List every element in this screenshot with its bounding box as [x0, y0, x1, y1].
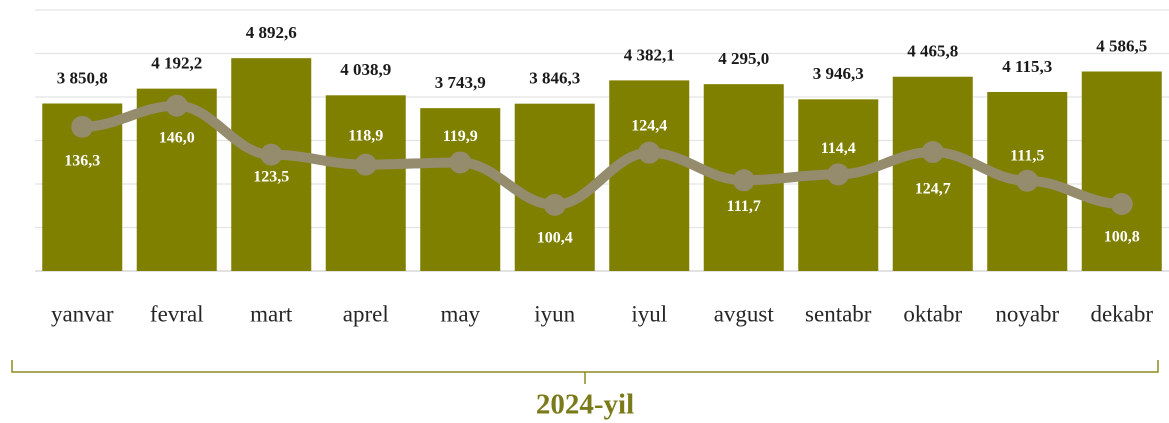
line-marker — [827, 163, 850, 186]
line-marker — [1016, 169, 1039, 192]
bar — [892, 76, 973, 271]
bar — [325, 95, 406, 271]
bar-value-label: 4 192,2 — [151, 54, 202, 73]
line-value-label: 100,8 — [1104, 229, 1140, 246]
line-marker — [354, 153, 377, 176]
line-value-label: 111,5 — [1010, 147, 1044, 164]
line-marker — [921, 141, 944, 164]
x-tick-label: avgust — [714, 301, 775, 326]
labels: yanvar fevral mart aprel may iyun iyul avgust se… — [51, 23, 1153, 326]
x-axis-label: 2024-yil — [536, 389, 634, 421]
line-marker — [71, 115, 94, 138]
x-tick-label: dekabr — [1090, 301, 1153, 326]
line-value-label: 124,4 — [631, 117, 667, 134]
x-tick-label: sentabr — [805, 301, 872, 326]
bar — [514, 103, 595, 272]
x-tick-label: may — [440, 301, 480, 326]
line-marker — [260, 143, 283, 166]
line-value-label: 118,9 — [348, 127, 383, 144]
line-value-label: 100,4 — [537, 230, 573, 247]
bar-value-label: 4 038,9 — [340, 60, 391, 79]
bar-value-label: 3 946,3 — [813, 64, 864, 83]
line-value-label: 114,4 — [821, 140, 856, 157]
line-marker — [732, 169, 755, 192]
line-value-label: 124,7 — [915, 181, 951, 198]
bar-value-label: 4 465,8 — [907, 42, 958, 61]
x-tick-label: oktabr — [903, 301, 962, 326]
x-tick-label: fevral — [150, 301, 204, 326]
bar-value-label: 4 382,1 — [624, 45, 675, 64]
bar-value-label: 4 892,6 — [246, 23, 297, 42]
line-value-label: 123,5 — [253, 168, 289, 185]
line — [77, 100, 1127, 210]
line-value-label: 111,7 — [727, 198, 761, 215]
x-tick-label: aprel — [343, 301, 389, 326]
bar-value-label: 3 743,9 — [435, 73, 486, 92]
x-tick-label: iyun — [534, 301, 575, 326]
line-marker — [638, 141, 661, 164]
bar-value-label: 4 295,0 — [718, 49, 769, 68]
bar-value-label: 3 846,3 — [529, 69, 580, 88]
line-series — [71, 94, 1133, 216]
bar — [1081, 71, 1162, 272]
bar-value-label: 4 115,3 — [1002, 57, 1052, 76]
bar — [609, 80, 690, 271]
line-value-label: 146,0 — [159, 129, 195, 146]
x-tick-label: yanvar — [51, 301, 114, 326]
bar-value-label: 4 586,5 — [1096, 36, 1147, 55]
line-value-label: 119,9 — [443, 128, 478, 145]
line-marker — [449, 151, 472, 174]
bar-value-label: 3 850,8 — [57, 68, 108, 87]
bars — [42, 58, 1162, 272]
bracket — [11, 360, 1159, 384]
line-value-label: 136,3 — [64, 152, 100, 169]
line-marker — [1110, 193, 1133, 216]
x-tick-label: noyabr — [995, 301, 1059, 326]
line-marker — [165, 94, 188, 117]
x-tick-label: mart — [250, 301, 293, 326]
line-marker — [543, 193, 566, 216]
bar — [420, 108, 501, 271]
x-tick-label: iyul — [631, 301, 667, 326]
